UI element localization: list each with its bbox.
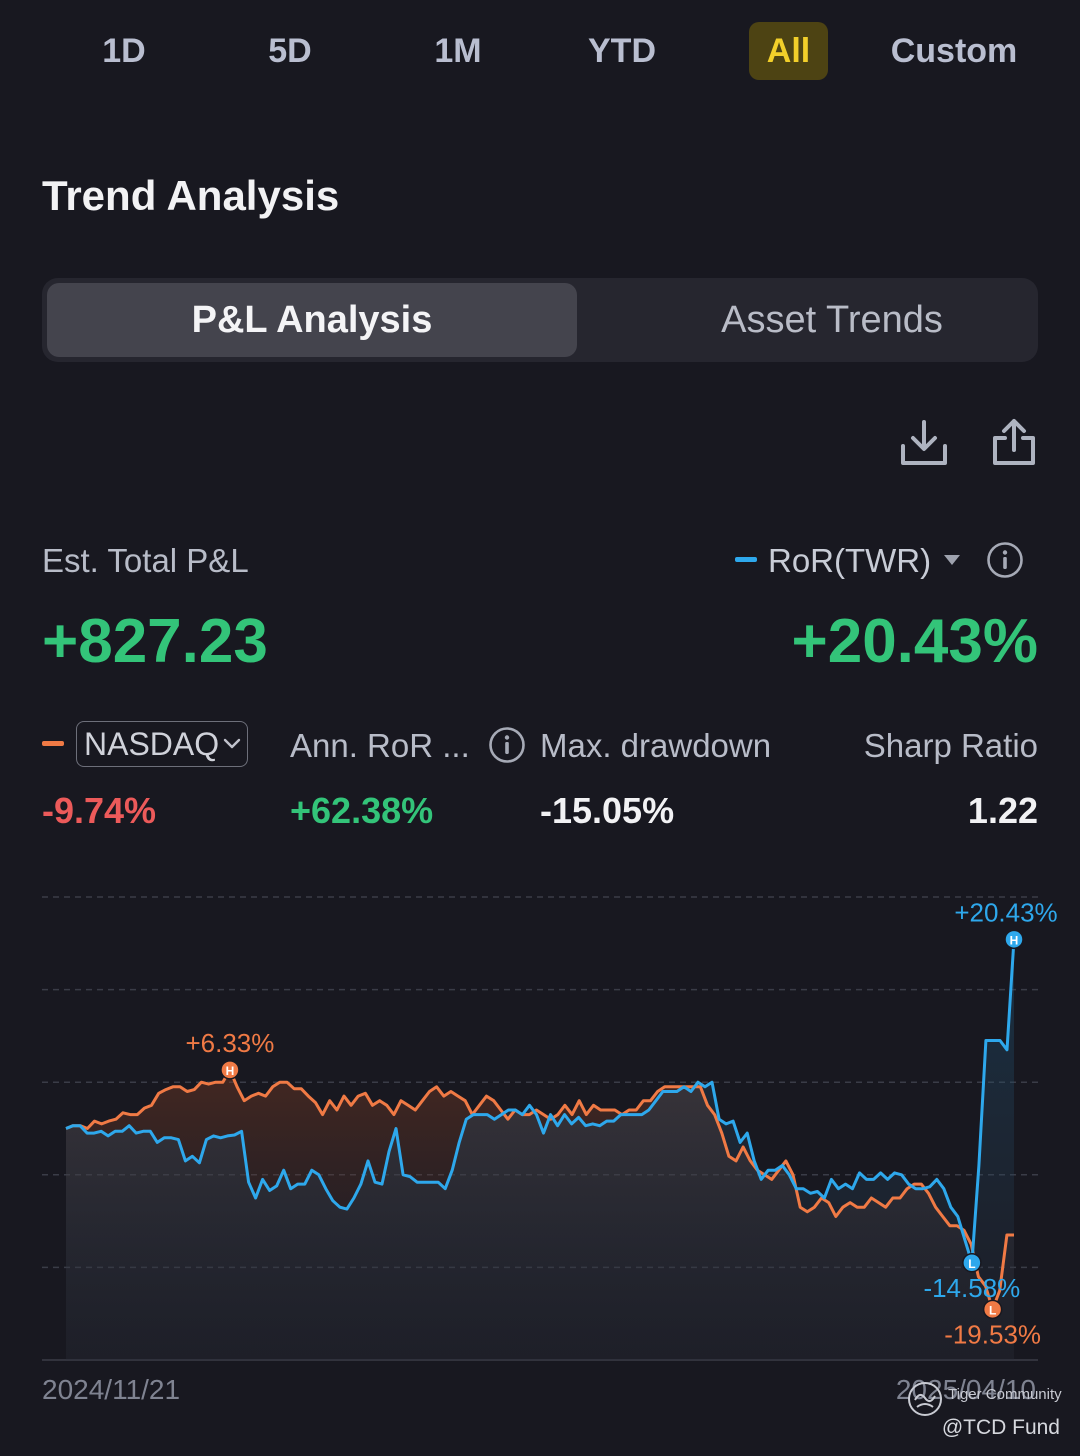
range-custom[interactable]: Custom <box>890 32 1018 70</box>
watermark-handle: @TCD Fund <box>941 1416 1060 1439</box>
svg-text:H: H <box>226 1064 235 1078</box>
watermark-brand: Tiger Community <box>948 1386 1062 1403</box>
info-icon[interactable] <box>986 541 1024 579</box>
download-icon[interactable] <box>896 414 952 470</box>
nasdaq-high-marker: H <box>220 1060 240 1080</box>
max-drawdown-label: Max. drawdown <box>540 727 772 764</box>
benchmark-name: NASDAQ <box>84 726 220 762</box>
max-drawdown-value: -15.05% <box>540 790 675 831</box>
twr-legend-swatch <box>735 557 757 562</box>
tab-asset-trends[interactable]: Asset Trends <box>721 299 943 341</box>
tiger-community-logo <box>908 1382 942 1416</box>
x-axis-start-date: 2024/11/21 <box>42 1374 181 1405</box>
nasdaq-low-label: -19.53% <box>944 1319 1041 1349</box>
benchmark-selector[interactable]: NASDAQ <box>76 721 248 767</box>
svg-text:H: H <box>1010 933 1019 947</box>
svg-text:L: L <box>968 1257 975 1271</box>
twr-area-fill <box>66 939 1014 1360</box>
twr-series-line <box>65 939 1016 1265</box>
chevron-down-icon <box>223 738 241 749</box>
twr-high-label: +20.43% <box>954 897 1057 927</box>
sharp-ratio-label: Sharp Ratio <box>863 727 1038 764</box>
share-icon[interactable] <box>986 414 1042 470</box>
section-title: Trend Analysis <box>42 172 340 219</box>
ann-ror-label: Ann. RoR ... <box>290 727 470 764</box>
svg-text:L: L <box>989 1303 996 1317</box>
x-axis-end-date: 2025/04/10 <box>895 1374 1036 1405</box>
ror-selector[interactable]: RoR(TWR) <box>768 542 932 579</box>
tab-pl-analysis[interactable]: P&L Analysis <box>47 283 577 357</box>
benchmark-value: -9.74% <box>42 790 157 831</box>
analysis-tabs: P&L Analysis Asset Trends <box>42 278 1038 362</box>
ror-value: +20.43% <box>791 607 1039 676</box>
ann-ror-value: +62.38% <box>290 790 434 831</box>
range-1m[interactable]: 1M <box>434 32 482 70</box>
total-pl-label: Est. Total P&L <box>42 542 249 579</box>
dropdown-triangle-icon[interactable] <box>942 552 962 568</box>
nasdaq-legend-swatch <box>42 741 64 746</box>
time-range-selector: 1D 5D 1M YTD All Custom <box>0 22 1080 82</box>
nasdaq-low-marker: L <box>982 1299 1003 1320</box>
total-pl-value: +827.23 <box>42 607 268 676</box>
range-1d[interactable]: 1D <box>102 32 146 70</box>
trend-chart[interactable]: H+20.43%L-14.58%H+6.33%L-19.53% <box>0 880 1080 1380</box>
twr-low-marker: L <box>962 1253 982 1273</box>
range-5d[interactable]: 5D <box>268 32 312 70</box>
range-ytd[interactable]: YTD <box>588 32 656 70</box>
twr-high-marker: H <box>1004 929 1024 950</box>
sharp-ratio-value: 1.22 <box>967 790 1038 831</box>
nasdaq-series-line <box>65 1068 1014 1311</box>
twr-low-label: -14.58% <box>923 1273 1020 1303</box>
info-icon[interactable] <box>488 726 526 764</box>
nasdaq-high-label: +6.33% <box>185 1028 274 1058</box>
range-all[interactable]: All <box>749 22 828 80</box>
